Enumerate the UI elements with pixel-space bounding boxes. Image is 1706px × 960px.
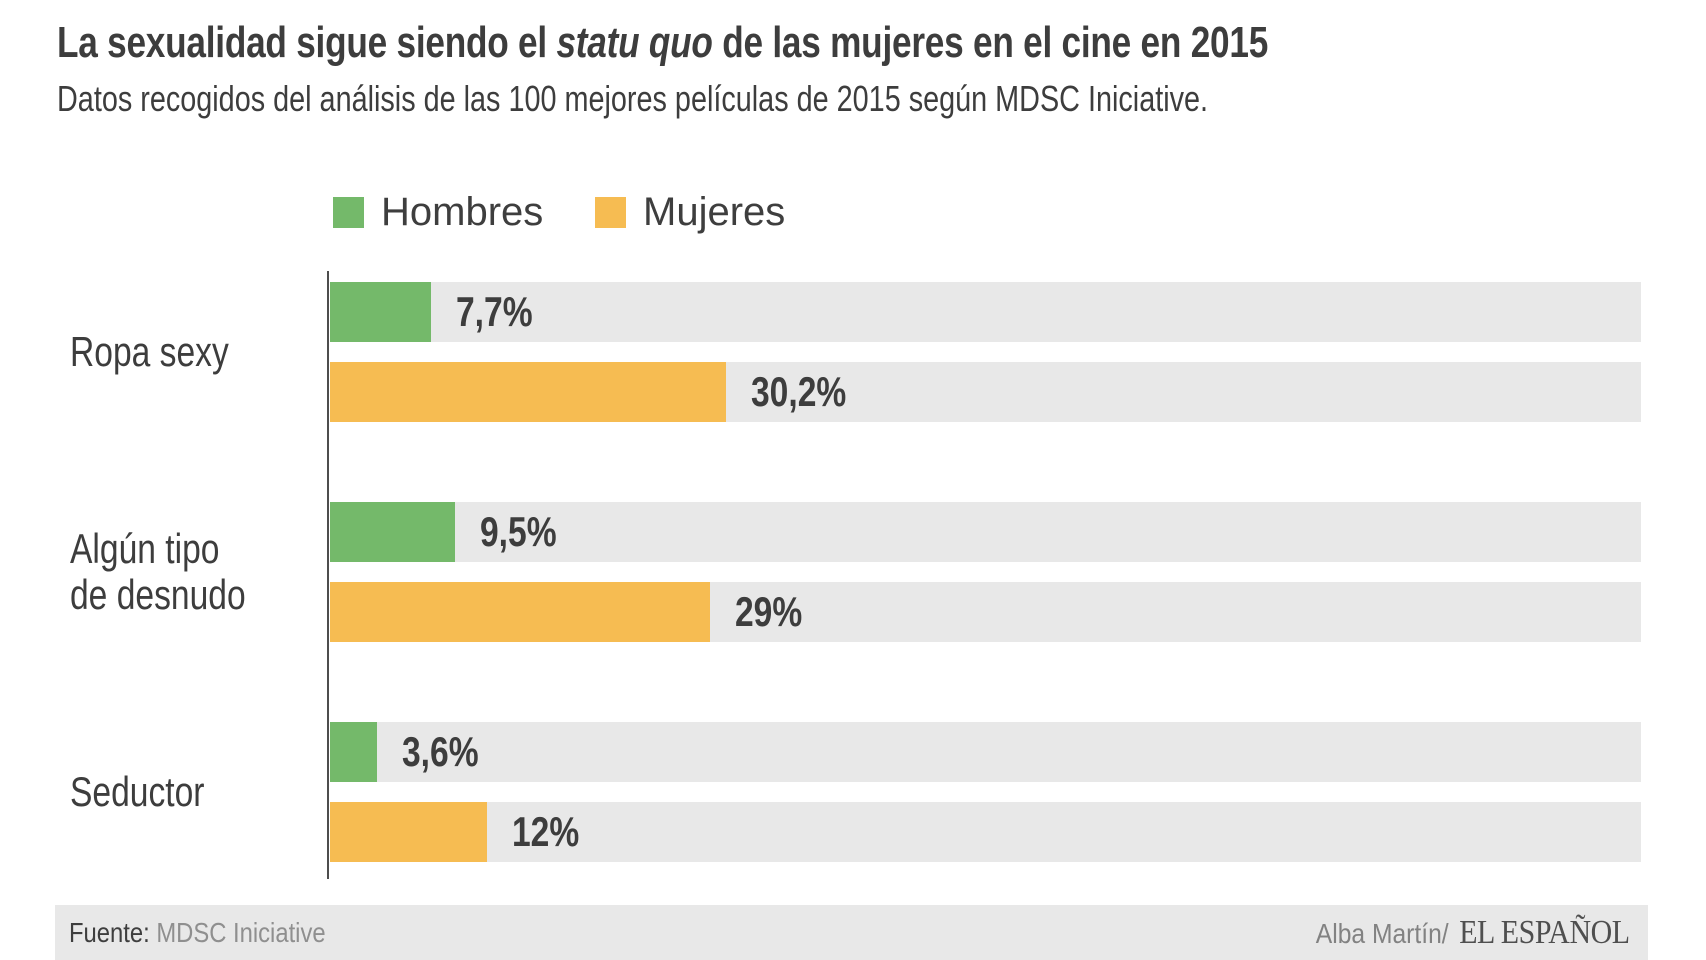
bar-track-mujeres-ropa-sexy: 30,2% [330,362,1641,422]
bar-value-mujeres-seductor: 12% [512,808,580,855]
bar-mujeres-ropa-sexy [330,362,726,422]
category-text: Seductor [70,767,205,815]
source-text: Fuente: MDSC Iniciative [69,917,326,949]
footer-bar: Fuente: MDSC Iniciative Alba Martín/ EL … [55,905,1648,960]
category-text: Ropa sexy [70,327,229,375]
category-text: Algún tipo de desnudo [70,524,246,618]
source-value: MDSC Iniciative [156,916,326,948]
legend-item-hombres: Hombres [333,190,543,234]
legend-label-mujeres: Mujeres [643,189,786,234]
source-label: Fuente: [69,916,150,948]
bar-value-mujeres-algun-tipo: 29% [735,588,803,635]
bar-value-hombres-ropa-sexy: 7,7% [455,288,533,335]
bar-track-mujeres-seductor: 12% [330,802,1641,862]
bar-track-hombres-seductor: 3,6% [330,722,1641,782]
credit-text: Alba Martín/ EL ESPAÑOL [1316,914,1630,952]
title-italic: statu quo [556,18,713,67]
bar-value-mujeres-ropa-sexy: 30,2% [750,368,847,415]
chart-title: La sexualidad sigue siendo el statu quo … [57,18,1268,68]
legend-label-hombres: Hombres [381,189,544,234]
bar-value-hombres-seductor: 3,6% [402,728,479,775]
bar-track-mujeres-algun-tipo: 29% [330,582,1641,642]
bar-mujeres-seductor [330,802,488,862]
title-part2: de las mujeres en el cine en 2015 [712,18,1269,67]
legend-item-mujeres: Mujeres [595,190,785,234]
bar-value-hombres-algun-tipo: 9,5% [479,508,557,555]
brand-logo: EL ESPAÑOL [1459,913,1631,951]
chart-subtitle: Datos recogidos del análisis de las 100 … [57,78,1209,119]
legend-swatch-hombres [333,196,364,228]
category-label-seductor: Seductor [70,722,315,862]
legend-swatch-mujeres [595,196,626,228]
y-axis-line [327,271,329,879]
bar-hombres-seductor [330,722,378,782]
credit-author: Alba Martín/ [1316,917,1450,949]
bar-mujeres-algun-tipo [330,582,711,642]
bar-hombres-ropa-sexy [330,282,431,342]
category-label-ropa-sexy: Ropa sexy [70,282,315,422]
title-part1: La sexualidad sigue siendo el [57,18,557,67]
bar-hombres-algun-tipo [330,502,455,562]
bar-track-hombres-ropa-sexy: 7,7% [330,282,1641,342]
category-label-algun-tipo-de-desnudo: Algún tipo de desnudo [70,502,315,642]
bar-track-hombres-algun-tipo: 9,5% [330,502,1641,562]
